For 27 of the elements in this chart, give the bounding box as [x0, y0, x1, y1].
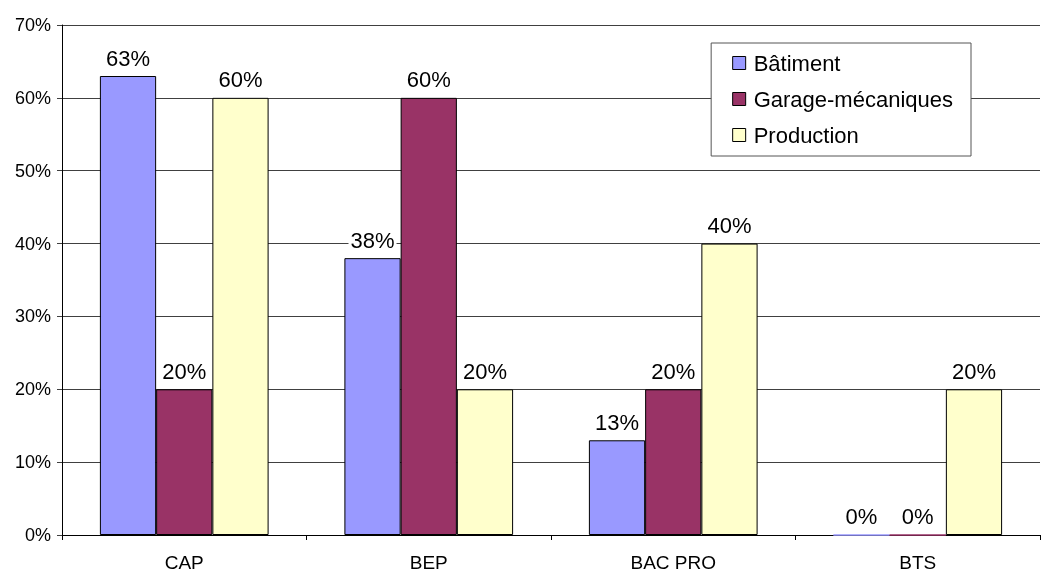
data-label: 60%: [406, 67, 451, 93]
data-label: 0%: [901, 504, 934, 529]
legend-label: Bâtiment: [753, 50, 841, 76]
data-label: 0%: [845, 504, 878, 529]
data-label: 20%: [951, 358, 997, 384]
legend-label: Garage-mécaniques: [753, 86, 954, 112]
y-tick-label: 0%: [24, 525, 51, 545]
data-label: 20%: [462, 358, 508, 384]
x-tick-label: BAC PRO: [630, 552, 717, 573]
y-tick-label: 40%: [14, 233, 51, 254]
y-tick-label: 10%: [14, 452, 51, 473]
x-tick-label: BEP: [409, 552, 448, 573]
y-tick-label: 60%: [14, 87, 51, 108]
data-label: 13%: [594, 409, 640, 435]
y-tick-label: 20%: [14, 379, 51, 400]
data-label: 63%: [105, 45, 151, 71]
y-tick-label: 50%: [14, 160, 51, 181]
x-tick-label: CAP: [164, 552, 204, 573]
y-tick-label: 70%: [14, 15, 51, 35]
x-tick-label: BTS: [899, 552, 937, 573]
data-label: 40%: [707, 213, 752, 239]
data-label: 60%: [218, 67, 263, 93]
legend-label: Production: [753, 122, 859, 148]
data-label: 20%: [651, 358, 696, 384]
y-tick-label: 30%: [14, 306, 51, 327]
data-label: 20%: [162, 358, 207, 384]
data-label: 38%: [350, 227, 395, 253]
